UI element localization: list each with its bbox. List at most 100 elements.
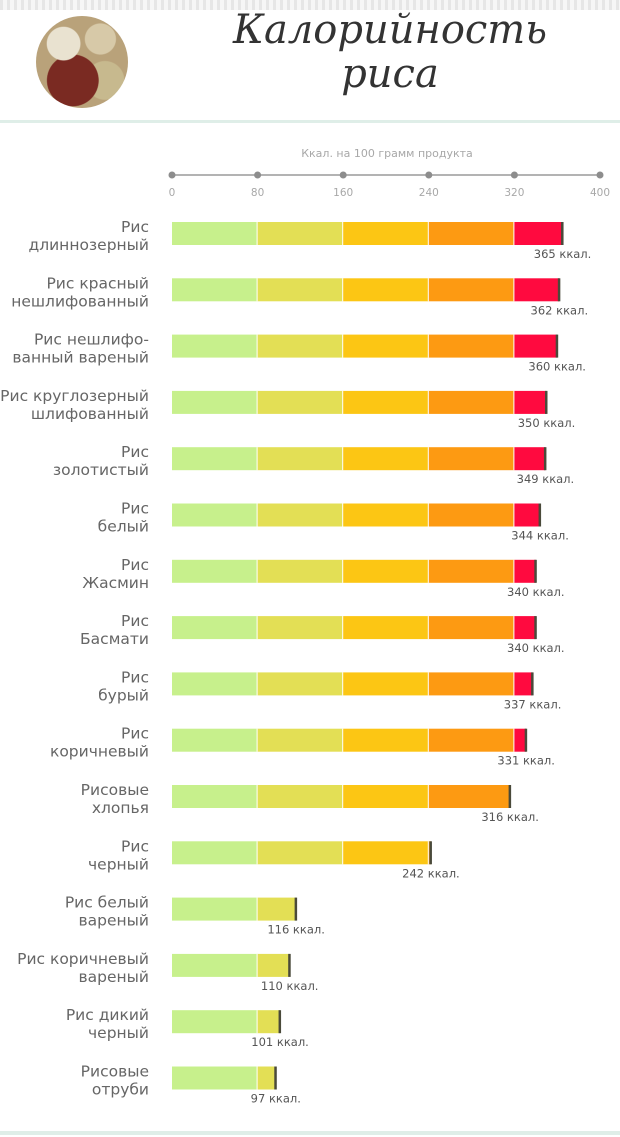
- bar-segment: [343, 278, 429, 302]
- tick-label: 0: [169, 187, 176, 199]
- footer-divider: [0, 1131, 620, 1135]
- bar-segment: [257, 390, 344, 414]
- category-label: белый: [98, 518, 149, 536]
- bar-segment: [257, 1010, 281, 1034]
- category-label: Рис круглозерный: [0, 387, 149, 405]
- bar-segment: [172, 503, 258, 527]
- category-label: вареный: [79, 968, 149, 986]
- bar-segment: [257, 334, 344, 358]
- value-label: 360 ккал.: [528, 360, 586, 374]
- bar-segment: [343, 390, 429, 414]
- value-label: 316 ккал.: [481, 810, 539, 824]
- value-label: 116 ккал.: [267, 923, 325, 937]
- category-label: Рис: [121, 612, 149, 630]
- bar-end-marker: [545, 390, 548, 414]
- bar-segment: [343, 616, 429, 640]
- bar-segment: [343, 672, 429, 696]
- category-label: Рис красный: [46, 274, 149, 292]
- tick-label: 320: [504, 187, 524, 199]
- bar-segment: [514, 222, 563, 245]
- bar-end-marker: [288, 953, 291, 977]
- value-label: 349 ккал.: [517, 472, 575, 486]
- bar-segment: [257, 785, 344, 808]
- bar-end-marker: [429, 841, 432, 865]
- bar-end-marker: [524, 728, 528, 752]
- bar-segment: [343, 222, 429, 245]
- bar-segment: [257, 503, 344, 527]
- rice-photo-icon: [36, 16, 128, 108]
- title-line-1: Калорийность: [232, 7, 548, 53]
- bar-segment: [428, 278, 515, 302]
- category-label: вареный: [79, 912, 149, 930]
- axis-tick-dot: [510, 171, 518, 179]
- bar-end-marker: [508, 785, 512, 808]
- category-label: Жасмин: [82, 574, 149, 592]
- bar-segment: [257, 222, 344, 245]
- category-label: ванный вареный: [12, 349, 149, 367]
- bar-segment: [514, 447, 546, 471]
- bar-end-marker: [278, 1010, 282, 1034]
- category-label: Рис белый: [65, 894, 149, 912]
- bar-segment: [428, 559, 515, 583]
- category-label: Рис: [121, 837, 149, 855]
- bar-segment: [257, 559, 344, 583]
- bar-segment: [172, 841, 258, 865]
- bar-segment: [428, 503, 515, 527]
- bar-segment: [172, 728, 258, 752]
- bar-end-marker: [543, 447, 547, 471]
- bar-segment: [172, 672, 258, 696]
- category-label: Рис: [121, 725, 149, 743]
- bar-end-marker: [561, 222, 564, 245]
- tick-label: 400: [590, 187, 610, 199]
- bar-segment: [514, 672, 533, 696]
- value-label: 242 ккал.: [402, 866, 460, 880]
- axis-tick-dot: [339, 171, 347, 179]
- header-divider: [0, 120, 620, 123]
- category-label: шлифованный: [31, 405, 149, 423]
- axis-tick-dot: [254, 171, 262, 179]
- category-label: Рис коричневый: [17, 950, 149, 968]
- bar-segment: [172, 616, 258, 640]
- bar-end-marker: [531, 672, 534, 696]
- axis-tick-dot: [168, 171, 176, 179]
- value-label: 340 ккал.: [507, 641, 565, 655]
- bar-segment: [257, 672, 344, 696]
- value-label: 365 ккал.: [534, 247, 592, 261]
- bar-end-marker: [534, 616, 537, 640]
- bar-segment: [514, 559, 536, 583]
- bar-segment: [514, 728, 527, 752]
- category-label: Рис: [121, 668, 149, 686]
- category-label: Рисовые: [81, 1063, 149, 1081]
- page-title: Калорийность риса: [190, 8, 590, 96]
- category-label: золотистый: [53, 461, 149, 479]
- value-label: 344 ккал.: [511, 529, 569, 543]
- bar-segment: [514, 616, 536, 640]
- bar-end-marker: [294, 897, 298, 921]
- category-label: длиннозерный: [28, 236, 149, 254]
- value-label: 97 ккал.: [251, 1092, 301, 1106]
- bar-segment: [172, 222, 258, 245]
- category-label: коричневый: [50, 743, 149, 761]
- bar-segment: [514, 390, 547, 414]
- bar-segment: [428, 334, 515, 358]
- bar-segment: [172, 447, 258, 471]
- value-label: 110 ккал.: [261, 979, 319, 993]
- bar-segment: [514, 278, 560, 302]
- bar-segment: [428, 616, 515, 640]
- bar-end-marker: [534, 559, 537, 583]
- bar-segment: [428, 785, 511, 808]
- top-pattern-strip: [0, 0, 620, 10]
- bar-segment: [257, 953, 290, 977]
- category-label: Рис: [121, 556, 149, 574]
- tick-label: 240: [419, 187, 439, 199]
- category-label: нешлифованный: [11, 292, 149, 310]
- bar-segment: [172, 334, 258, 358]
- bar-segment: [172, 1010, 258, 1034]
- bar-segment: [428, 672, 515, 696]
- category-label: Рис: [121, 218, 149, 236]
- bar-segment: [172, 559, 258, 583]
- bar-segment: [257, 1066, 276, 1090]
- bar-segment: [172, 897, 258, 921]
- value-label: 350 ккал.: [518, 416, 576, 430]
- bar-segment: [343, 785, 429, 808]
